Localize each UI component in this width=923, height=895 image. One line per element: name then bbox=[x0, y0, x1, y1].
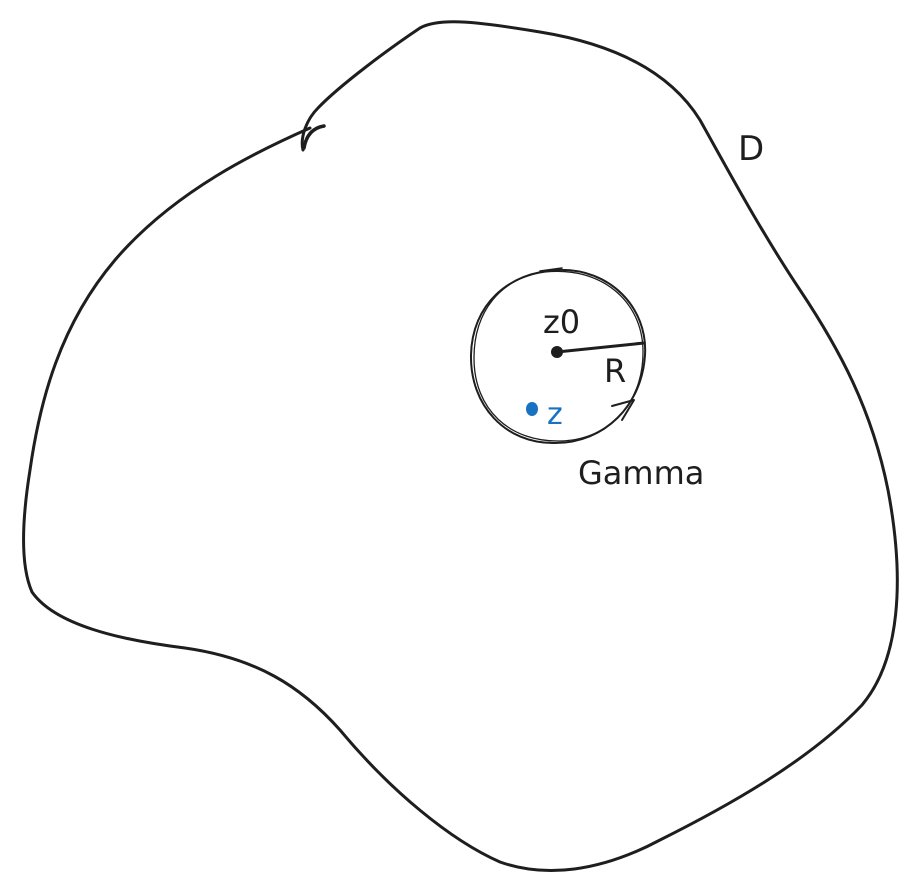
contour-top-tick bbox=[539, 267, 563, 272]
contour-label: Gamma bbox=[578, 454, 704, 492]
contour-direction-arrow-icon bbox=[611, 399, 635, 421]
point-label: z bbox=[547, 397, 563, 432]
contour-gamma-circle-pass bbox=[473, 270, 644, 442]
radius-line bbox=[555, 341, 646, 354]
center-point-z0 bbox=[551, 346, 563, 358]
boundary-join-mark bbox=[302, 124, 326, 150]
point-z bbox=[526, 402, 538, 416]
center-label: z0 bbox=[543, 303, 580, 341]
radius-label: R bbox=[604, 352, 626, 390]
region-label: D bbox=[738, 129, 764, 169]
contour-gamma-circle bbox=[469, 268, 647, 445]
region-d-boundary bbox=[22, 20, 899, 873]
